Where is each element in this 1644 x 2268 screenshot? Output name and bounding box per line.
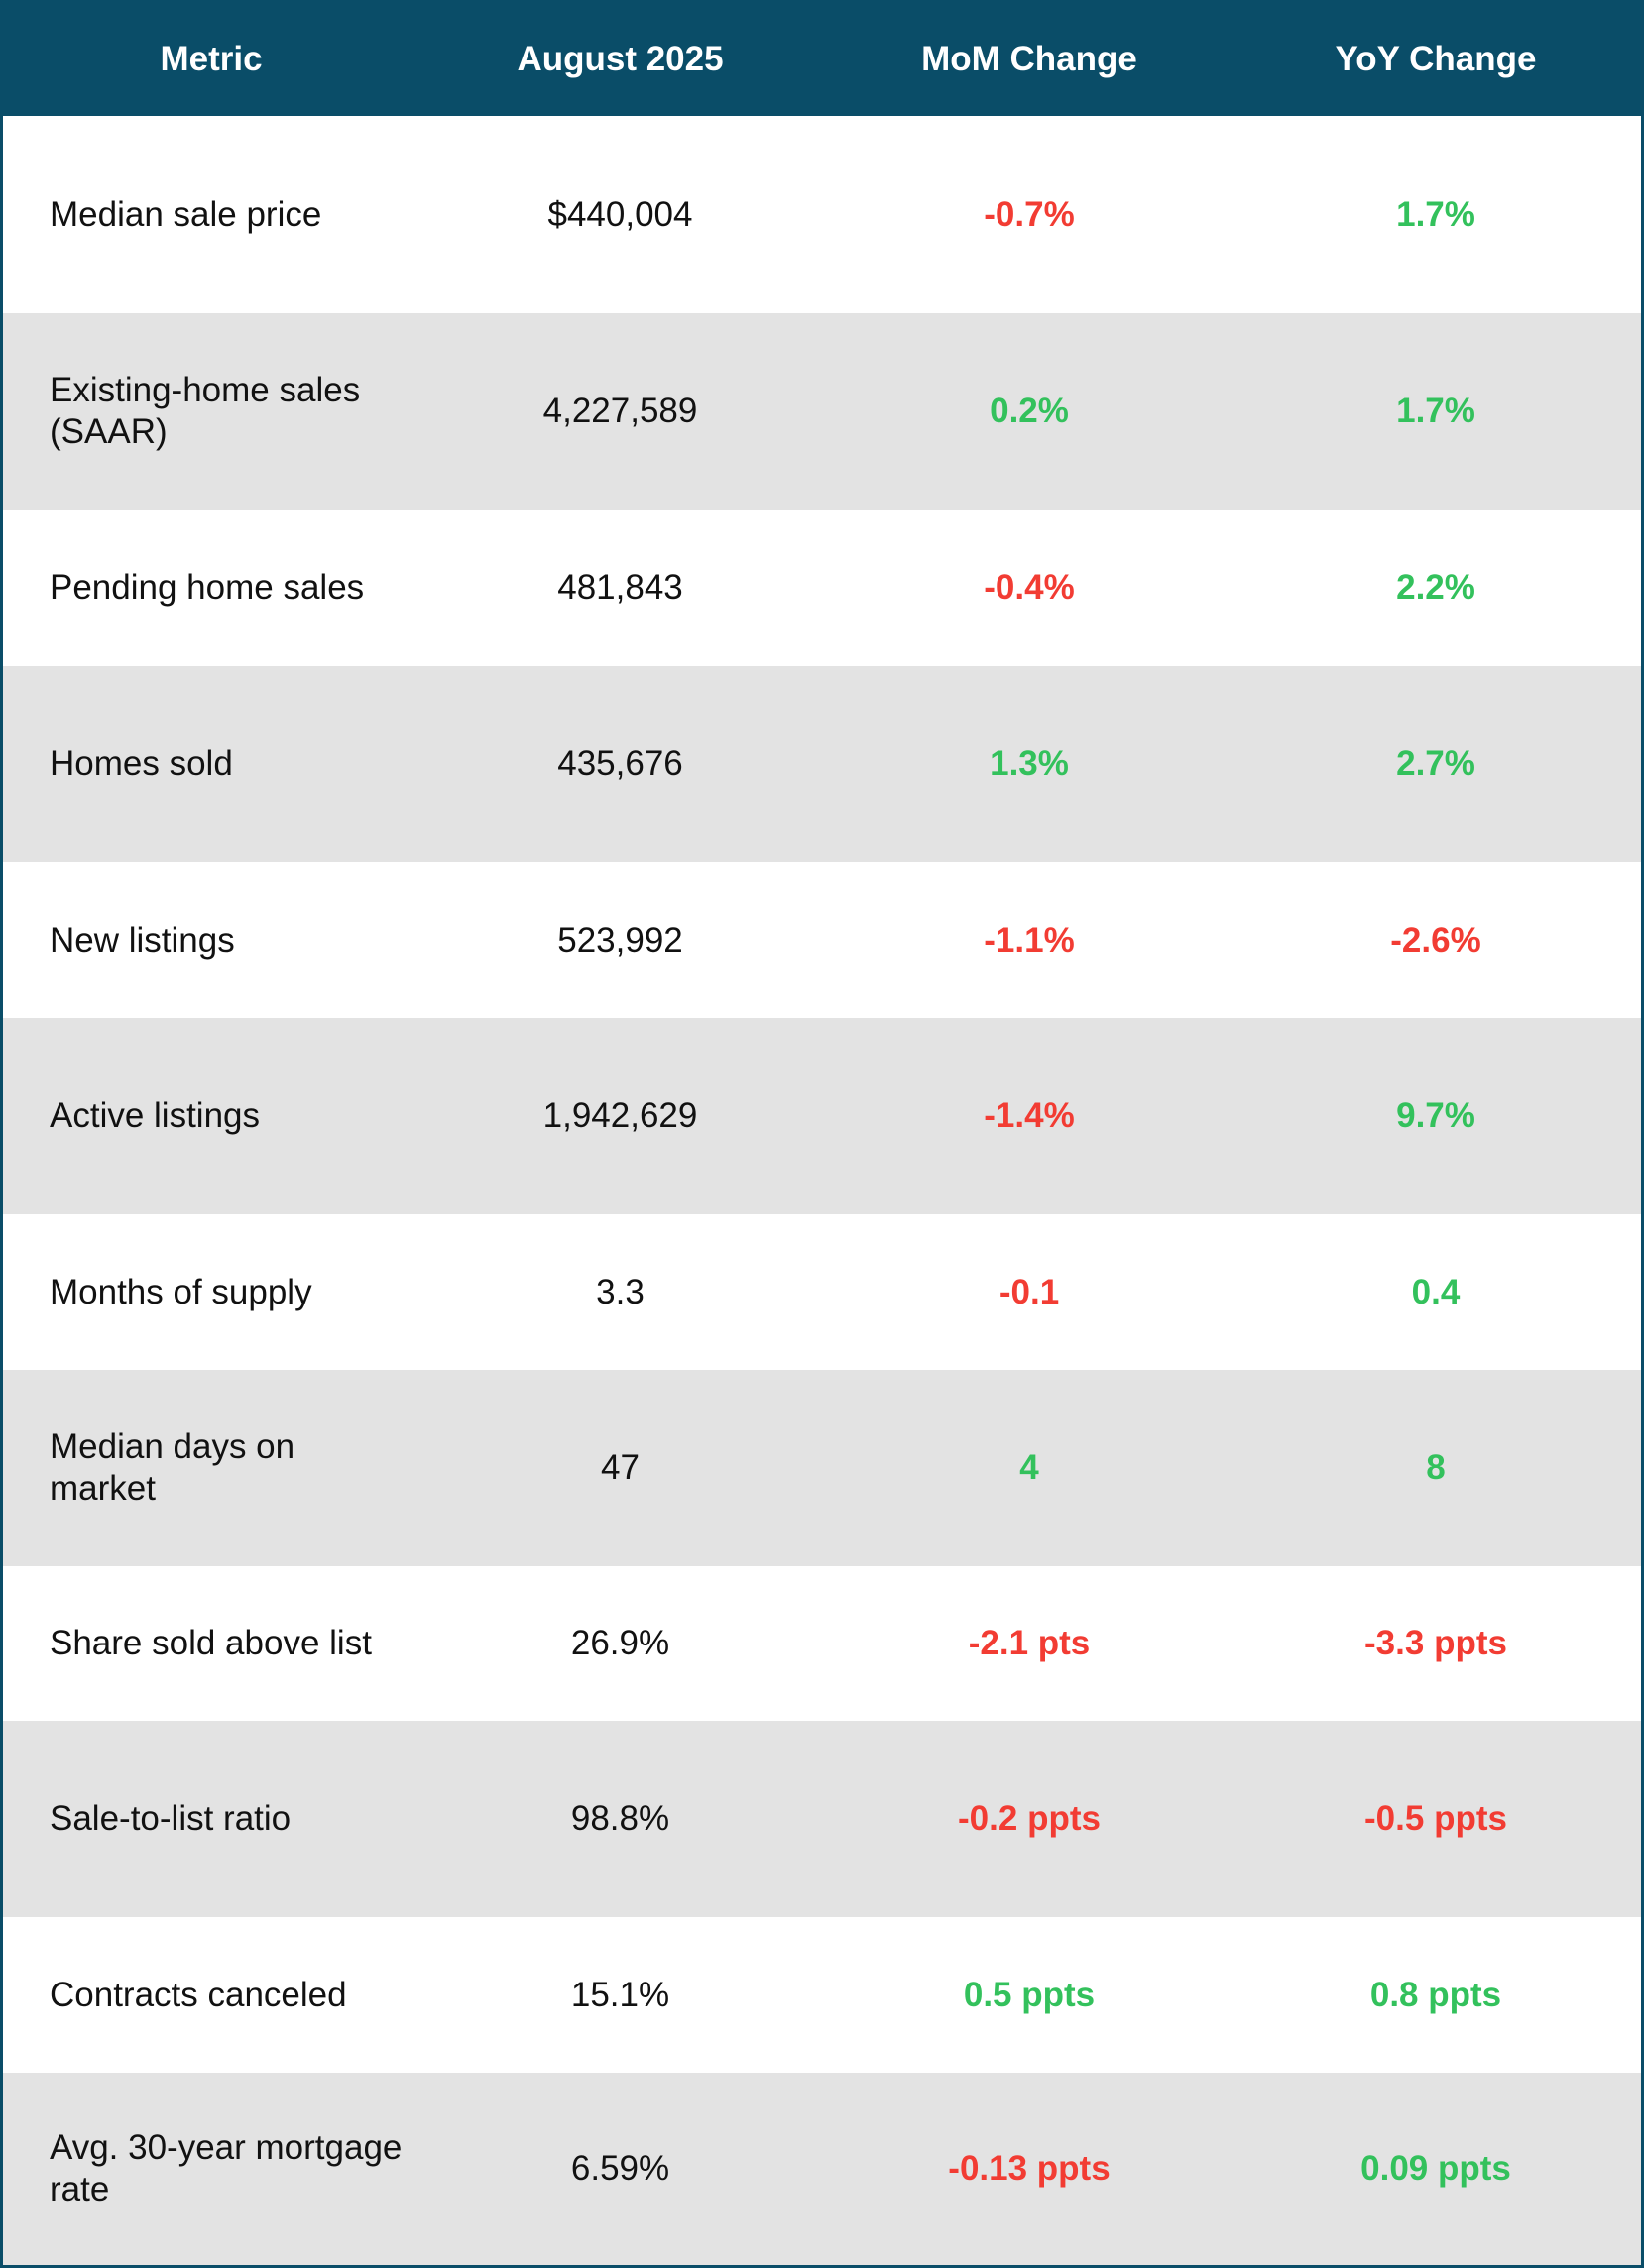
value-cell: 4,227,589 [542, 392, 698, 430]
yoy-change-cell: 8 [1426, 1448, 1446, 1487]
table-row: Avg. 30-year mortgage rate 6.59% -0.13 ppt… [3, 2073, 1641, 2265]
metric-cell: Homes sold [50, 744, 233, 783]
metric-cell: New listings [50, 920, 235, 960]
header-yoy-change: YoY Change [1335, 40, 1537, 78]
yoy-change-cell: 0.8 ppts [1369, 1975, 1502, 2014]
table-row: Median sale price $440,004 -0.7% 1.7% [3, 116, 1641, 313]
value-cell: 98.8% [570, 1799, 670, 1838]
table-row: Median days on market 47 4 8 [3, 1370, 1641, 1566]
mom-change-cell: 0.2% [990, 392, 1069, 430]
value-cell: 481,843 [557, 568, 683, 607]
value-cell: 47 [601, 1448, 640, 1487]
table-row: Sale-to-list ratio 98.8% -0.2 ppts -0.5 ppt… [3, 1721, 1641, 1917]
table-row: New listings 523,992 -1.1% -2.6% [3, 862, 1641, 1018]
yoy-change-cell: -0.5 ppts [1364, 1799, 1507, 1838]
header-month: August 2025 [517, 40, 724, 78]
table-row: Active listings 1,942,629 -1.4% 9.7% [3, 1018, 1641, 1214]
table-row: Months of supply 3.3 -0.1 0.4 [3, 1214, 1641, 1370]
metric-cell: Contracts canceled [50, 1975, 347, 2014]
table-row: Homes sold 435,676 1.3% 2.7% [3, 666, 1641, 862]
table-row: Contracts canceled 15.1% 0.5 ppts 0.8 ppts [3, 1917, 1641, 2073]
metric-cell: Sale-to-list ratio [50, 1799, 292, 1838]
value-cell: 6.59% [570, 2149, 670, 2188]
metric-cell: Avg. 30-year mortgage rate [50, 2128, 403, 2209]
metric-cell: Median sale price [50, 194, 322, 234]
table-header: Metric August 2025 MoM Change YoY Change [3, 3, 1641, 116]
table-row: Existing-home sales (SAAR) 4,227,589 0.2% 1… [3, 313, 1641, 510]
mom-change-cell: -1.4% [984, 1096, 1075, 1135]
value-cell: $440,004 [547, 194, 693, 234]
mom-change-cell: -0.7% [984, 194, 1075, 234]
mom-change-cell: -0.4% [984, 568, 1075, 607]
yoy-change-cell: -2.6% [1390, 920, 1481, 960]
yoy-change-cell: 1.7% [1396, 194, 1475, 234]
yoy-change-cell: 0.4 [1411, 1272, 1461, 1311]
yoy-change-cell: 1.7% [1396, 392, 1475, 430]
yoy-change-cell: 0.09 ppts [1360, 2149, 1511, 2188]
value-cell: 15.1% [570, 1975, 670, 2014]
header-metric: Metric [160, 40, 263, 78]
metric-cell: Share sold above list [50, 1624, 372, 1662]
metric-cell: Pending home sales [50, 568, 365, 607]
value-cell: 435,676 [557, 744, 683, 783]
mom-change-cell: -0.1 [998, 1272, 1060, 1311]
mom-change-cell: -2.1 pts [968, 1624, 1091, 1662]
value-cell: 3.3 [596, 1272, 645, 1311]
metric-cell: Existing-home sales (SAAR) [50, 371, 361, 451]
yoy-change-cell: 2.7% [1396, 744, 1475, 783]
mom-change-cell: 4 [1019, 1448, 1039, 1487]
table-row: Share sold above list 26.9% -2.1 pts -3.3 p… [3, 1566, 1641, 1721]
metric-cell: Active listings [50, 1096, 261, 1135]
metric-cell: Months of supply [50, 1272, 312, 1311]
table-row: Pending home sales 481,843 -0.4% 2.2% [3, 510, 1641, 666]
metric-cell: Median days on market [50, 1427, 295, 1508]
mom-change-cell: 0.5 ppts [963, 1975, 1096, 2014]
mom-change-cell: -0.2 ppts [958, 1799, 1101, 1838]
value-cell: 1,942,629 [542, 1096, 698, 1135]
yoy-change-cell: 2.2% [1396, 568, 1475, 607]
yoy-change-cell: -3.3 ppts [1364, 1624, 1507, 1662]
mom-change-cell: -1.1% [984, 920, 1075, 960]
header-mom-change: MoM Change [921, 40, 1137, 78]
mom-change-cell: 1.3% [990, 744, 1069, 783]
value-cell: 523,992 [557, 920, 683, 960]
value-cell: 26.9% [570, 1624, 670, 1662]
yoy-change-cell: 9.7% [1396, 1096, 1475, 1135]
mom-change-cell: -0.13 ppts [948, 2149, 1111, 2188]
